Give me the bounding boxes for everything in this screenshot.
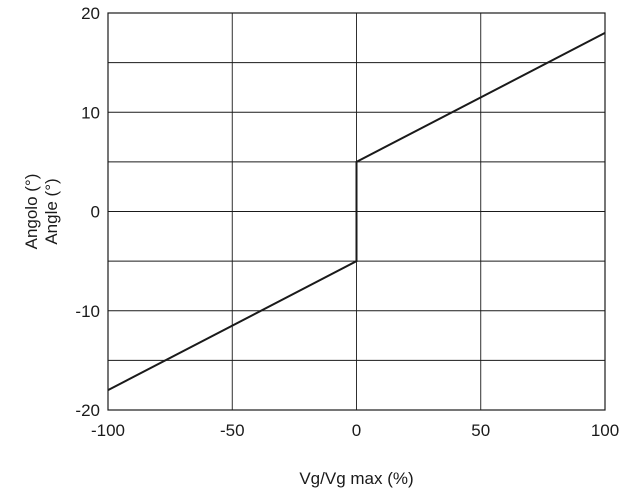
y-axis-ticks: -20 -10 0 10 20 [75, 4, 100, 420]
y-axis-label-line-1: Angolo (°) [22, 174, 41, 250]
y-tick-label: -10 [75, 302, 100, 321]
x-tick-label: -100 [91, 421, 125, 440]
series-layer [107, 31, 606, 392]
y-tick-label: 0 [91, 203, 100, 222]
plot-frame [107, 12, 606, 411]
y-axis-label: Angolo (°) Angle (°) [22, 174, 61, 250]
x-axis-label: Vg/Vg max (%) [299, 469, 413, 488]
y-axis-label-line-2: Angle (°) [42, 178, 61, 244]
series-line [107, 31, 606, 392]
y-tick-label: 20 [81, 4, 100, 23]
x-tick-label: 100 [591, 421, 619, 440]
x-axis-ticks: -100 -50 0 50 100 [91, 421, 619, 440]
y-tick-label: -20 [75, 401, 100, 420]
y-tick-label: 10 [81, 103, 100, 122]
x-tick-label: 50 [471, 421, 490, 440]
x-tick-label: -50 [220, 421, 245, 440]
x-tick-label: 0 [352, 421, 361, 440]
